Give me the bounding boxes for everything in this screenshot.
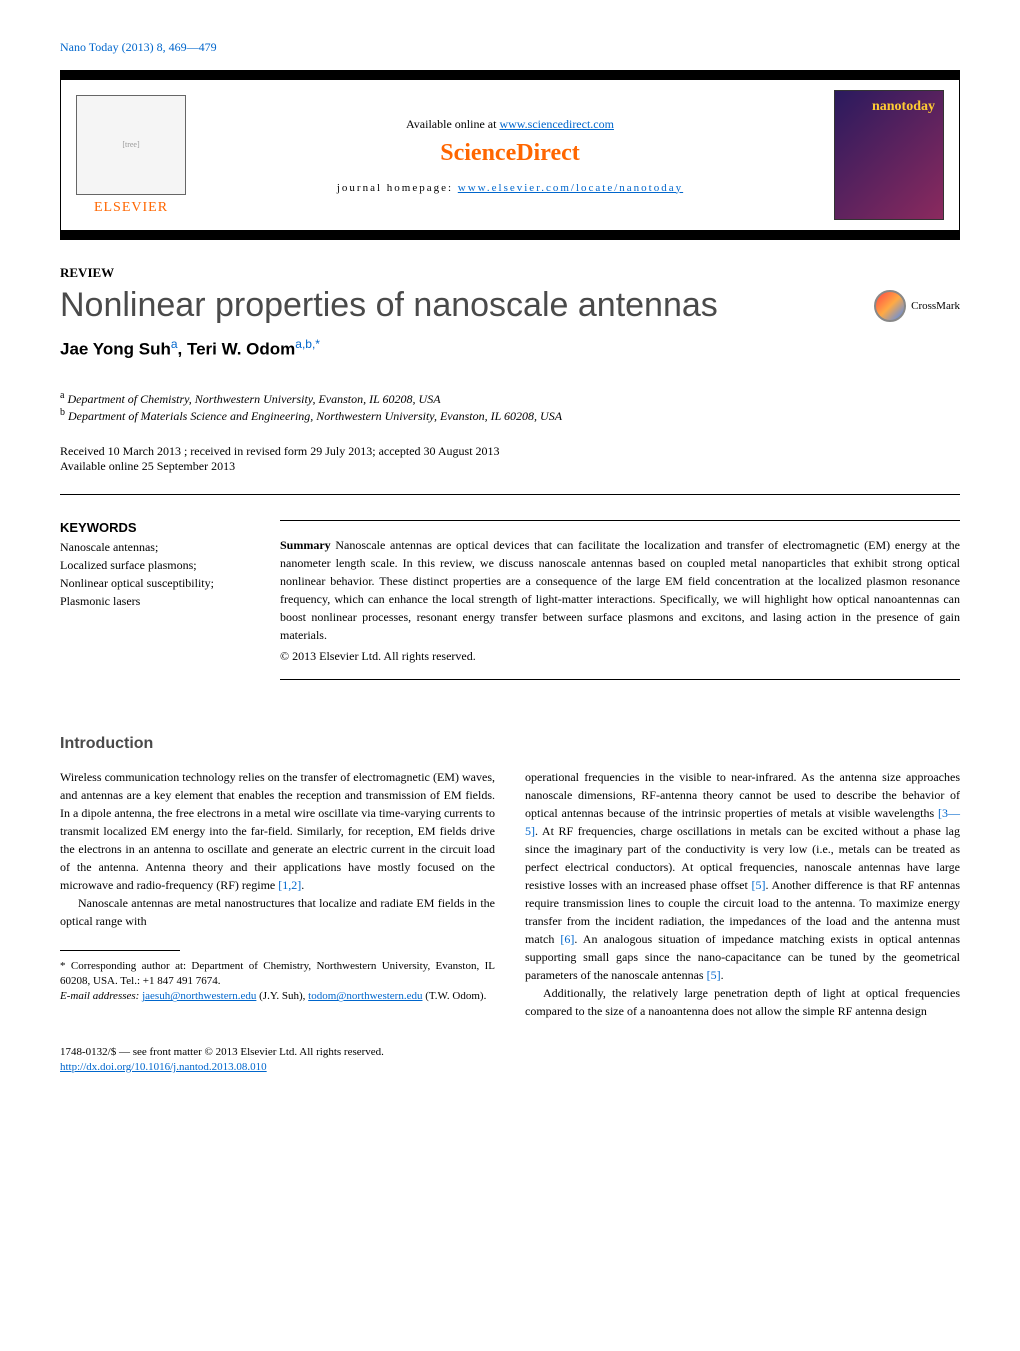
email-1[interactable]: jaesuh@northwestern.edu <box>142 990 256 1002</box>
elsevier-text: ELSEVIER <box>76 200 186 216</box>
affiliation-a: a Department of Chemistry, Northwestern … <box>60 390 960 407</box>
article-title: Nonlinear properties of nanoscale antenn… <box>60 286 718 325</box>
p3d: . An analogous situation of impedance ma… <box>525 932 960 982</box>
intro-p4: Additionally, the relatively large penet… <box>525 984 960 1020</box>
email-1-name: (J.Y. Suh), <box>256 990 308 1002</box>
keywords-heading: KEYWORDS <box>60 520 240 535</box>
publisher-banner: [tree] ELSEVIER Available online at www.… <box>60 80 960 230</box>
author-2: , Teri W. Odom <box>178 340 296 359</box>
sciencedirect-logo: ScienceDirect <box>211 140 809 167</box>
abstract-section: KEYWORDS Nanoscale antennas; Localized s… <box>60 520 960 705</box>
crossmark-text: CrossMark <box>911 300 960 312</box>
available-online: Available online at www.sciencedirect.co… <box>211 117 809 132</box>
aff-b-text: Department of Materials Science and Engi… <box>65 409 562 423</box>
email-2-name: (T.W. Odom). <box>422 990 486 1002</box>
summary-column: Summary Nanoscale antennas are optical d… <box>280 520 960 680</box>
introduction-heading: Introduction <box>60 735 960 753</box>
dates-line1: Received 10 March 2013 ; received in rev… <box>60 444 960 459</box>
homepage-link[interactable]: www.elsevier.com/locate/nanotoday <box>458 182 683 194</box>
elsevier-logo: [tree] ELSEVIER <box>61 95 201 216</box>
review-label: REVIEW <box>60 265 960 281</box>
summary-label: Summary <box>280 538 331 552</box>
title-row: Nonlinear properties of nanoscale antenn… <box>60 286 960 325</box>
banner-center: Available online at www.sciencedirect.co… <box>201 107 819 204</box>
ref-6[interactable]: [6] <box>560 932 574 946</box>
journal-reference: Nano Today (2013) 8, 469—479 <box>60 40 960 55</box>
author-2-aff[interactable]: a,b, <box>295 337 315 351</box>
p1a: Wireless communication technology relies… <box>60 770 495 892</box>
email-addresses: E-mail addresses: jaesuh@northwestern.ed… <box>60 989 495 1004</box>
affiliation-b: b Department of Materials Science and En… <box>60 407 960 424</box>
ref-5a[interactable]: [5] <box>751 878 765 892</box>
affiliations: a Department of Chemistry, Northwestern … <box>60 390 960 424</box>
sciencedirect-link[interactable]: www.sciencedirect.com <box>499 117 614 131</box>
footnote-separator <box>60 950 180 951</box>
p3e: . <box>721 968 724 982</box>
ref-1-2[interactable]: [1,2] <box>278 878 301 892</box>
homepage-prefix: journal homepage: <box>337 182 458 194</box>
page-footer: 1748-0132/$ — see front matter © 2013 El… <box>60 1045 960 1076</box>
journal-homepage: journal homepage: www.elsevier.com/locat… <box>211 182 809 194</box>
summary-copyright: © 2013 Elsevier Ltd. All rights reserved… <box>280 649 960 664</box>
intro-p3: operational frequencies in the visible t… <box>525 768 960 984</box>
p1b: . <box>301 878 304 892</box>
intro-p1: Wireless communication technology relies… <box>60 768 495 894</box>
doi-link[interactable]: http://dx.doi.org/10.1016/j.nantod.2013.… <box>60 1061 267 1073</box>
email-2[interactable]: todom@northwestern.edu <box>308 990 422 1002</box>
keywords-list: Nanoscale antennas; Localized surface pl… <box>60 538 240 610</box>
journal-cover-title: nanotoday <box>872 99 935 115</box>
aff-a-text: Department of Chemistry, Northwestern Un… <box>64 392 440 406</box>
banner-bar-top <box>60 70 960 80</box>
email-label: E-mail addresses: <box>60 990 142 1002</box>
journal-cover: nanotoday <box>834 90 944 220</box>
article-dates: Received 10 March 2013 ; received in rev… <box>60 444 960 495</box>
p3a: operational frequencies in the visible t… <box>525 770 960 820</box>
authors: Jae Yong Suha, Teri W. Odoma,b,* <box>60 337 960 360</box>
summary-body: Nanoscale antennas are optical devices t… <box>280 538 960 642</box>
body-section: Introduction Wireless communication tech… <box>60 735 960 1020</box>
summary-text: Summary Nanoscale antennas are optical d… <box>280 536 960 644</box>
footnotes: * Corresponding author at: Department of… <box>60 959 495 1005</box>
issn-line: 1748-0132/$ — see front matter © 2013 El… <box>60 1045 960 1060</box>
corresponding-author: * Corresponding author at: Department of… <box>60 959 495 990</box>
author-2-corr[interactable]: * <box>315 337 320 351</box>
author-1: Jae Yong Suh <box>60 340 171 359</box>
elsevier-tree-icon: [tree] <box>76 95 186 195</box>
dates-line2: Available online 25 September 2013 <box>60 459 960 474</box>
keywords-column: KEYWORDS Nanoscale antennas; Localized s… <box>60 520 240 680</box>
intro-p2: Nanoscale antennas are metal nanostructu… <box>60 894 495 930</box>
body-columns: Wireless communication technology relies… <box>60 768 960 1020</box>
banner-bar-bottom <box>60 230 960 240</box>
author-1-aff[interactable]: a <box>171 337 178 351</box>
ref-5b[interactable]: [5] <box>707 968 721 982</box>
crossmark-badge[interactable]: CrossMark <box>874 290 960 322</box>
crossmark-icon <box>874 290 906 322</box>
available-prefix: Available online at <box>406 117 499 131</box>
